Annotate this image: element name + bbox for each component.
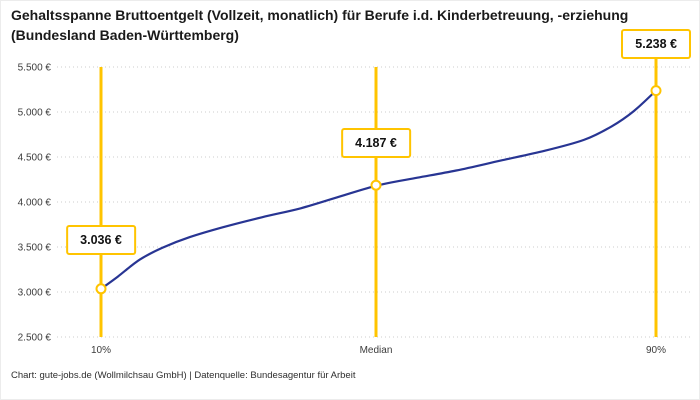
data-point-marker [650,85,662,97]
value-label-text: 3.036 € [80,233,122,247]
chart-title: Gehaltsspanne Bruttoentgelt (Vollzeit, m… [11,7,629,43]
y-tick-label: 4.500 € [18,153,52,164]
value-label-10th-percentile: 3.036 € [66,225,136,255]
x-tick-label: 90% [646,345,666,356]
source-caption: Chart: gute-jobs.de (Wollmilchsau GmbH) … [11,370,356,381]
y-tick-label: 5.500 € [18,63,52,74]
x-tick-label: Median [360,345,393,356]
y-tick-label: 3.000 € [18,288,52,299]
data-point-marker [95,283,107,295]
salary-curve [99,89,658,290]
data-point-marker [370,179,382,191]
y-tick-label: 2.500 € [18,333,52,344]
value-label-median: 4.187 € [341,128,411,158]
value-label-text: 4.187 € [355,136,397,150]
y-tick-label: 5.000 € [18,108,52,119]
x-tick-label: 10% [91,345,111,356]
value-label-90th-percentile: 5.238 € [621,29,691,59]
value-label-text: 5.238 € [635,37,677,51]
y-tick-label: 3.500 € [18,243,52,254]
y-tick-label: 4.000 € [18,198,52,209]
